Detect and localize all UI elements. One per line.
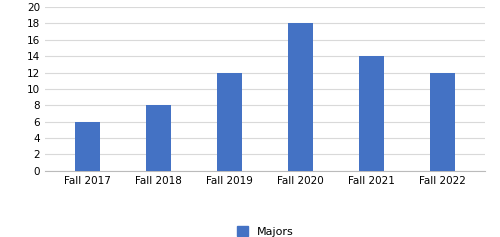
Legend: Majors: Majors	[232, 222, 298, 237]
Bar	[288, 23, 313, 171]
Bar	[217, 73, 242, 171]
Bar	[359, 56, 384, 171]
Bar	[430, 73, 455, 171]
Bar	[75, 122, 100, 171]
Bar	[146, 105, 171, 171]
